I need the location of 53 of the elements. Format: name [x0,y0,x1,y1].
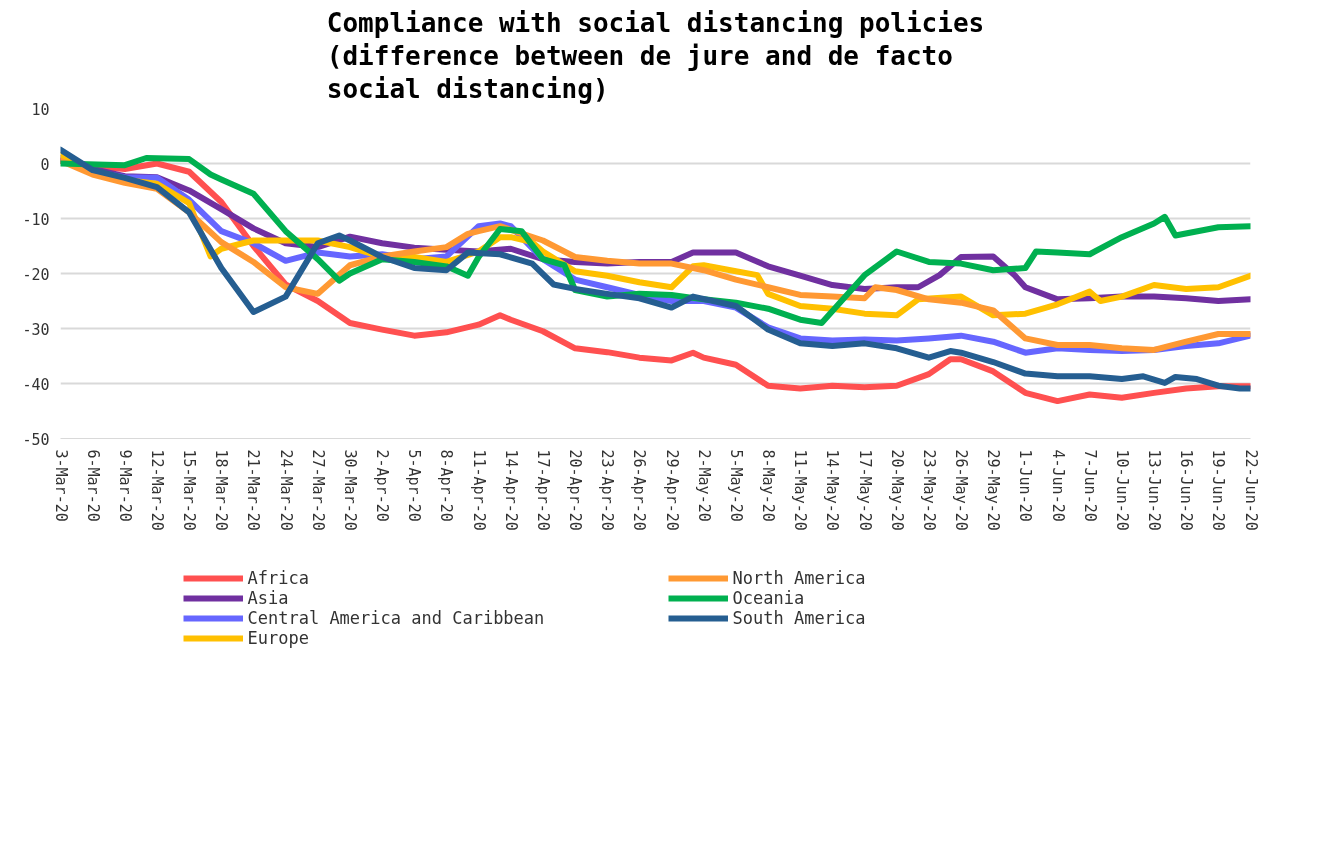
x-tick-label: 5-Apr-20 [405,449,424,522]
x-tick-label: 7-Jun-20 [1080,449,1099,522]
x-tick-label: 14-May-20 [823,449,842,531]
y-tick-label: -10 [22,210,50,229]
x-tick-label: 11-May-20 [791,449,810,531]
x-tick-label: 29-Apr-20 [662,449,681,531]
legend-label: Europe [247,628,310,648]
legend-label: Africa [247,568,310,588]
x-tick-label: 17-May-20 [855,449,874,531]
x-tick-label: 13-Jun-20 [1145,449,1164,531]
x-tick-label: 8-Apr-20 [437,449,456,522]
legend-label: Central America and Caribbean [247,608,546,628]
y-tick-label: -20 [22,265,50,284]
x-tick-label: 19-Jun-20 [1209,449,1228,531]
x-tick-label: 2-Apr-20 [373,449,392,522]
x-tick-label: 30-Mar-20 [340,449,359,531]
x-tick-label: 23-May-20 [919,449,938,531]
x-tick-label: 15-Mar-20 [180,449,199,531]
x-tick-label: 20-May-20 [887,449,906,531]
x-tick-label: 27-Mar-20 [308,449,327,531]
x-tick-label: 22-Jun-20 [1241,449,1260,531]
x-tick-label: 9-Mar-20 [115,449,134,522]
y-tick-label: -50 [22,430,50,449]
x-tick-label: 23-Apr-20 [598,449,617,531]
x-tick-label: 10-Jun-20 [1112,449,1131,531]
x-tick-label: 11-Apr-20 [469,449,488,531]
legend-label: North America [732,568,867,588]
legend-label: Oceania [732,588,806,608]
x-tick-label: 26-May-20 [952,449,971,531]
x-tick-label: 6-Mar-20 [83,449,102,522]
x-tick-label: 3-Mar-20 [51,449,70,522]
x-tick-label: 24-Mar-20 [276,449,295,531]
x-tick-label: 26-Apr-20 [630,449,649,531]
x-tick-label: 29-May-20 [984,449,1003,531]
x-tick-label: 12-Mar-20 [147,449,166,531]
chart-title: Compliance with social distancing policies (difference between de jure and de facto social distancing) [326,7,985,104]
y-tick-label: 0 [40,155,50,174]
x-tick-label: 1-Jun-20 [1016,449,1035,522]
x-tick-label: 20-Apr-20 [566,449,585,531]
x-tick-label: 4-Jun-20 [1048,449,1067,522]
legend-label: South America [732,608,867,628]
x-tick-label: 5-May-20 [726,449,745,522]
y-tick-label: -30 [22,320,50,339]
x-tick-label: 2-May-20 [694,449,713,522]
x-tick-label: 8-May-20 [759,449,778,522]
y-tick-label: -40 [22,375,50,394]
x-tick-label: 14-Apr-20 [501,449,520,531]
x-tick-label: 21-Mar-20 [244,449,263,531]
y-tick-label: 10 [31,100,50,119]
x-tick-label: 16-Jun-20 [1177,449,1196,531]
legend-label: Asia [247,588,290,608]
x-tick-label: 17-Apr-20 [533,449,552,531]
x-tick-label: 18-Mar-20 [212,449,231,531]
